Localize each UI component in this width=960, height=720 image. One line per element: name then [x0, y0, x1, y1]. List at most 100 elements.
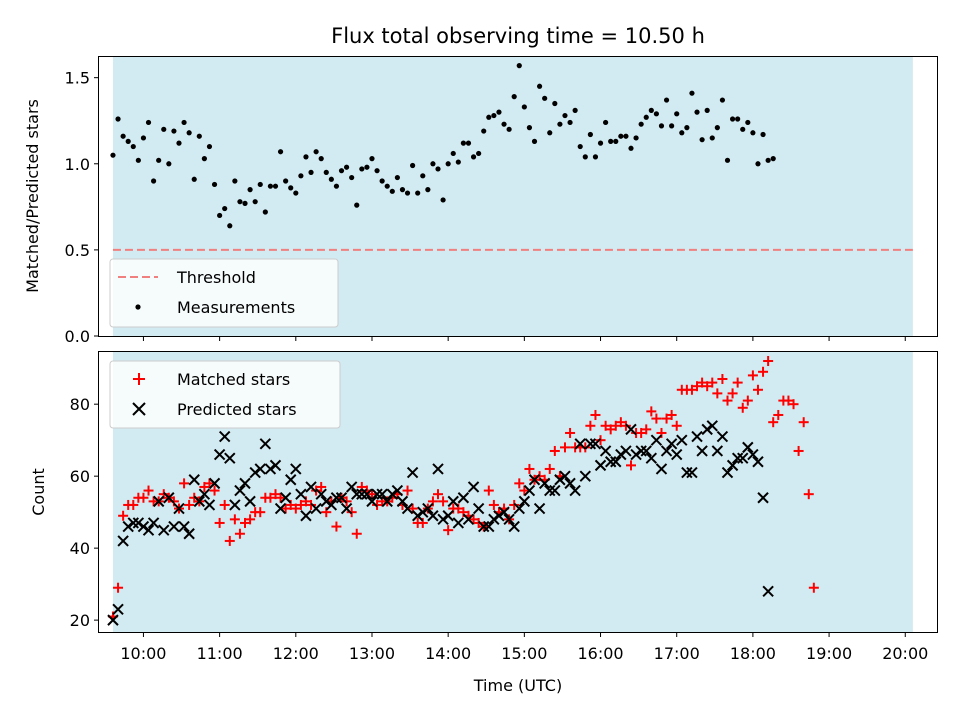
predicted-star-point	[249, 466, 261, 479]
predicted-star-point	[569, 484, 581, 497]
matched-star-point	[468, 514, 479, 525]
measurement-point	[455, 159, 461, 165]
predicted-star-point	[462, 513, 475, 526]
matched-star-point	[245, 514, 256, 525]
measurement-point	[531, 138, 538, 144]
matched-star-point	[509, 499, 520, 510]
measurement-point	[364, 164, 370, 170]
predicted-star-point	[234, 484, 246, 497]
predicted-star-point	[310, 502, 322, 515]
measurement-point	[186, 130, 192, 136]
measurement-point	[648, 107, 654, 113]
matched-star-point	[184, 499, 195, 510]
predicted-star-point	[457, 492, 470, 504]
x-tick-label: 10:00	[120, 644, 166, 663]
predicted-star-point	[604, 456, 617, 468]
matched-star-point	[752, 384, 763, 395]
matched-star-point	[605, 424, 616, 435]
measurement-point	[623, 133, 629, 139]
matched-star-point	[610, 420, 621, 431]
matched-star-point	[773, 409, 784, 420]
matched-star-point	[702, 381, 713, 392]
measurement-point	[303, 154, 309, 160]
matched-star-point	[488, 499, 499, 510]
measurement-point	[582, 154, 588, 160]
matched-star-point	[697, 377, 708, 388]
count-y-tick-label: 80	[70, 395, 90, 414]
matched-star-point	[514, 478, 525, 489]
predicted-star-point	[188, 474, 200, 486]
predicted-star-point	[518, 495, 531, 508]
measurement-point	[410, 162, 416, 169]
matched-star-point	[671, 420, 682, 431]
predicted-stars-points	[107, 420, 774, 626]
matched-star-point	[265, 492, 276, 503]
predicted-star-point	[330, 492, 343, 504]
measurement-point	[618, 133, 624, 139]
predicted-star-point	[706, 420, 718, 432]
predicted-star-point	[635, 445, 647, 457]
matched-star-point	[544, 463, 555, 474]
measurement-point	[689, 90, 695, 96]
predicted-star-point	[147, 517, 160, 529]
predicted-star-point	[432, 463, 444, 475]
matched-star-point	[270, 489, 281, 500]
measurement-point	[684, 125, 690, 131]
measurement-point	[465, 140, 472, 146]
predicted-star-point	[401, 502, 414, 515]
predicted-star-point	[665, 438, 678, 450]
matched-star-point	[559, 442, 570, 453]
predicted-star-point	[589, 438, 602, 450]
matched-star-point	[138, 492, 149, 503]
predicted-star-point	[701, 423, 713, 436]
measurement-point	[572, 107, 578, 113]
x-tick-label: 15:00	[501, 644, 547, 663]
matched-star-point	[209, 485, 220, 496]
predicted-star-point	[472, 502, 485, 515]
matched-star-point	[646, 406, 657, 417]
measurement-point	[496, 109, 502, 115]
matched-star-point	[128, 499, 139, 510]
legend-measurement-swatch	[135, 304, 141, 310]
matched-star-point	[113, 582, 124, 593]
predicted-star-point	[640, 445, 652, 457]
matched-star-point	[402, 485, 413, 496]
predicted-star-point	[218, 430, 231, 443]
predicted-star-point	[386, 488, 399, 500]
predicted-star-point	[681, 466, 693, 479]
measurement-point	[536, 83, 543, 89]
predicted-star-point	[544, 484, 556, 497]
measurement-point	[425, 187, 431, 193]
count-x-axis: 10:00 11:00 12:00 13:00 14:00 15:00 16:00 17:00…	[120, 632, 928, 663]
predicted-star-point	[447, 495, 459, 508]
predicted-star-point	[122, 520, 134, 533]
matched-star-point	[311, 485, 322, 496]
predicted-star-point	[737, 452, 749, 464]
measurement-point	[379, 178, 385, 184]
matched-star-point	[783, 395, 794, 406]
measurement-point	[750, 130, 756, 136]
matched-star-point	[204, 478, 215, 489]
legend-measurement-label: Measurements	[177, 298, 295, 317]
measurement-point	[389, 188, 395, 194]
measurement-point	[765, 157, 771, 163]
predicted-star-point	[193, 495, 206, 508]
x-tick-label: 14:00	[425, 644, 471, 663]
measurement-point	[384, 183, 390, 189]
matched-star-point	[306, 499, 317, 510]
x-axis-label: Time (UTC)	[473, 676, 562, 695]
predicted-star-point	[295, 488, 307, 500]
measurement-point	[587, 131, 593, 138]
predicted-star-point	[259, 438, 272, 450]
matched-star-point	[626, 460, 637, 471]
matched-star-point	[803, 489, 814, 500]
measurement-point	[247, 187, 253, 193]
predicted-star-point	[671, 448, 683, 461]
matched-star-point	[808, 582, 819, 593]
measurement-point	[669, 123, 675, 129]
matched-star-point	[341, 496, 352, 507]
predicted-star-point	[762, 585, 774, 598]
ratio-y-tick-label: 0.5	[65, 241, 90, 260]
measurement-point	[338, 168, 345, 174]
legend-threshold-label: Threshold	[176, 268, 256, 287]
